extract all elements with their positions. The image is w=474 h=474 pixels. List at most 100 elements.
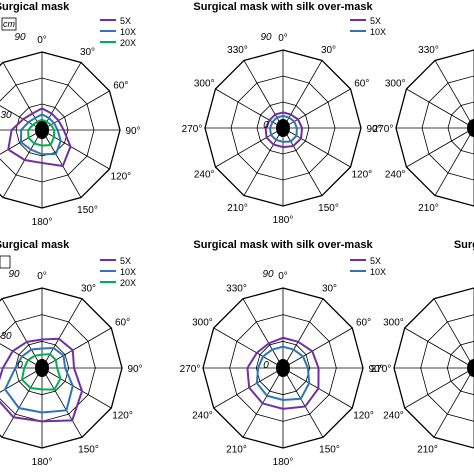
angle-label: 150° (318, 203, 339, 214)
spoke-line (282, 88, 351, 129)
angle-label: 240° (385, 170, 406, 181)
spoke-line (282, 367, 324, 438)
radial-tick-label: 90 (8, 269, 20, 280)
series-line-10X (19, 113, 62, 156)
unit-label: cm (3, 19, 16, 29)
angle-label: 330° (227, 45, 248, 56)
angle-label: 330° (418, 45, 439, 56)
angle-label: 180° (273, 457, 294, 468)
angle-label: 30° (321, 45, 336, 56)
angle-label: 120° (110, 172, 131, 183)
angle-label: 240° (194, 170, 215, 181)
spoke-line (433, 367, 474, 438)
panel-title: Surgical mask with silk over-mask (193, 239, 373, 251)
legend-label: 10X (370, 267, 386, 277)
angle-label: 60° (115, 318, 130, 329)
spoke-line (404, 327, 474, 369)
radial-tick-label: 30 (0, 331, 12, 342)
panel-title: Surgica (454, 239, 474, 251)
spoke-line (41, 129, 82, 198)
legend-label: 10X (120, 267, 136, 277)
angle-label: 180° (273, 215, 294, 226)
spoke-line (41, 90, 110, 131)
spoke-line (41, 62, 82, 131)
angle-label: 270° (371, 364, 392, 375)
radial-tick-label: 0 (263, 360, 269, 371)
angle-label: 30° (80, 47, 95, 58)
spoke-line (1, 367, 43, 438)
spoke-line (282, 327, 353, 369)
angle-label: 60° (113, 81, 128, 92)
spoke-line (404, 367, 474, 409)
angle-label: 30° (81, 283, 96, 294)
radar-panel: 210° 240° 270° 300° 330° (373, 45, 474, 214)
angle-label: 150° (78, 445, 99, 456)
legend-label: 20X (120, 278, 136, 288)
series-line-5X (264, 111, 304, 149)
series-line-10X (268, 114, 298, 143)
legend-label: 10X (370, 27, 386, 37)
series-line-20X (20, 353, 62, 391)
angle-label: 300° (194, 79, 215, 90)
series-line-10X (255, 345, 311, 402)
angle-label: 60° (354, 79, 369, 90)
spoke-line (41, 367, 83, 438)
radar-panel: 0° 30° 60° 90° 120° 150° 180° 90 30 Surgical mask… (0, 1, 141, 228)
angle-label: 120° (353, 411, 374, 422)
angle-label: 90° (125, 126, 140, 137)
radar-panel: 210° 240° 270° 300° Surgica (371, 239, 474, 456)
spoke-line (282, 127, 351, 168)
radial-tick-label: 0 (263, 120, 269, 131)
angle-label: 240° (383, 411, 404, 422)
angle-label: 90° (366, 124, 381, 135)
angle-label: 270° (182, 124, 203, 135)
callout-box (0, 255, 11, 269)
radial-tick-label: 0 (17, 360, 23, 371)
spoke-line (41, 327, 112, 369)
angle-label: 210° (226, 445, 247, 456)
angle-label: 270° (373, 124, 394, 135)
angle-label: 0° (278, 271, 288, 282)
angle-label: 90° (368, 364, 383, 375)
angle-label: 180° (32, 457, 53, 468)
spoke-line (406, 127, 474, 168)
spoke-line (282, 127, 323, 196)
center-marker (467, 119, 474, 137)
radial-tick-label: 90 (262, 269, 274, 280)
legend-label: 5X (370, 16, 381, 26)
center-marker (467, 359, 474, 377)
spoke-line (41, 129, 110, 170)
angle-label: 240° (192, 411, 213, 422)
series-line-5X (7, 107, 72, 168)
angle-label: 300° (383, 318, 404, 329)
angle-label: 210° (227, 203, 248, 214)
center-marker (35, 121, 49, 139)
spoke-line (0, 367, 43, 393)
spoke-line (0, 105, 43, 131)
center-marker (276, 119, 290, 137)
series-line-10X (3, 346, 74, 414)
radar-panel: 0° 30° 60° 90° 120° 150° 180° 210° 240° 270° 300° 3… (180, 239, 386, 468)
radar-panel: 0° 30° 60° 90° 120° 150° 180° 210° 240° 270° 300° 3… (182, 1, 386, 226)
spoke-line (243, 127, 284, 196)
center-marker (276, 359, 290, 377)
spoke-line (41, 367, 112, 409)
legend-label: 5X (120, 256, 131, 266)
legend-label: 5X (120, 16, 131, 26)
radar-panel: 0° 30° 60° 90° 120° 150° 180° 90 30 0 Surgical mas… (0, 239, 143, 468)
radial-tick-label: 90 (14, 32, 26, 43)
angle-label: 180° (32, 217, 53, 228)
spoke-line (0, 343, 43, 369)
spoke-line (282, 298, 324, 369)
legend-label: 20X (120, 38, 136, 48)
panel-title: Surgical mask (0, 239, 70, 251)
angle-label: 150° (77, 205, 98, 216)
angle-label: 210° (417, 445, 438, 456)
radial-tick-label: 30 (0, 110, 12, 121)
spoke-line (41, 298, 83, 369)
angle-label: 30° (322, 283, 337, 294)
angle-label: 0° (37, 35, 47, 46)
spoke-line (406, 88, 474, 129)
angle-label: 150° (319, 445, 340, 456)
spoke-line (242, 298, 284, 369)
